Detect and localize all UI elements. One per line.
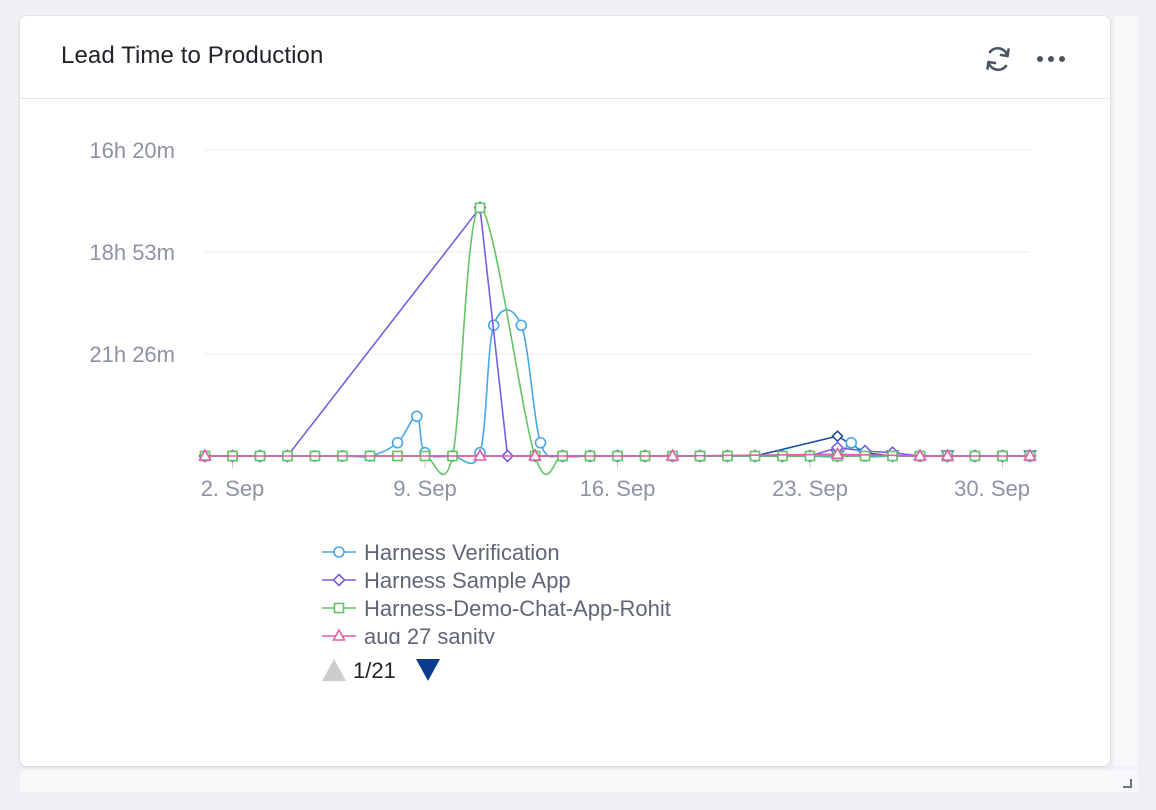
data-point[interactable] [410,410,423,423]
series-2 [199,202,1036,476]
data-point[interactable] [528,448,542,461]
more-horizontal-icon[interactable] [1034,46,1068,72]
card-title: Lead Time to Production [61,42,324,69]
right-gutter [1114,16,1138,766]
legend-page-indicator: 1/21 [353,658,396,683]
x-tick-label: 2. Sep [201,476,265,501]
data-point[interactable] [831,430,844,443]
legend-marker[interactable] [333,602,345,614]
data-point[interactable] [859,450,871,462]
data-point[interactable] [534,436,547,449]
legend-item[interactable]: aug 27 sanity [322,624,495,649]
lead-time-card: Lead Time to Production [20,16,1110,766]
legend-marker[interactable] [333,546,345,558]
data-point[interactable] [1023,448,1037,461]
x-tick-label: 30. Sep [954,476,1030,501]
data-point[interactable] [940,448,955,461]
legend-item[interactable]: Harness Sample App [322,568,571,593]
legend-item[interactable]: Harness Verification [322,540,560,565]
data-point[interactable] [391,436,404,449]
series-line [205,206,1030,476]
data-point[interactable] [845,436,858,449]
data-point[interactable] [473,448,487,461]
series-0 [199,309,1036,465]
data-point[interactable] [665,448,680,461]
data-point[interactable] [830,446,845,460]
legend-label[interactable]: Harness Sample App [364,568,571,593]
data-point[interactable] [198,448,212,461]
legend-marker[interactable] [332,573,346,587]
data-point[interactable] [749,450,761,462]
y-tick-label: 21h 26m [89,342,175,367]
data-point[interactable] [913,448,927,461]
data-point[interactable] [474,202,486,214]
x-tick-label: 9. Sep [393,476,457,501]
legend: Harness Verification Harness Sample App Ha… [322,540,671,649]
x-tick-label: 16. Sep [580,476,656,501]
x-tick-label: 23. Sep [772,476,848,501]
data-point[interactable] [515,319,528,332]
refresh-icon[interactable] [983,44,1013,74]
bottom-gutter [20,770,1138,792]
legend-page-up-icon[interactable] [322,659,346,681]
data-point[interactable] [777,450,788,462]
legend-label[interactable]: aug 27 sanity [364,624,495,649]
legend-item[interactable]: Harness-Demo-Chat-App-Rohit [322,596,671,621]
y-tick-label: 16h 20m [89,138,175,163]
card-header: Lead Time to Production [20,16,1110,99]
y-tick-label: 18h 53m [89,240,175,265]
series-line [205,309,1030,465]
legend-page-down-icon[interactable] [416,659,440,681]
series-line [205,205,1030,457]
legend-marker[interactable] [332,628,346,641]
series-1 [198,201,1037,463]
resize-handle-icon[interactable] [1120,776,1134,790]
legend-label[interactable]: Harness Verification [364,540,560,565]
legend-label[interactable]: Harness-Demo-Chat-App-Rohit [364,596,671,621]
series-3 [198,446,1037,461]
series-line [205,453,1030,457]
data-point[interactable] [804,450,816,462]
